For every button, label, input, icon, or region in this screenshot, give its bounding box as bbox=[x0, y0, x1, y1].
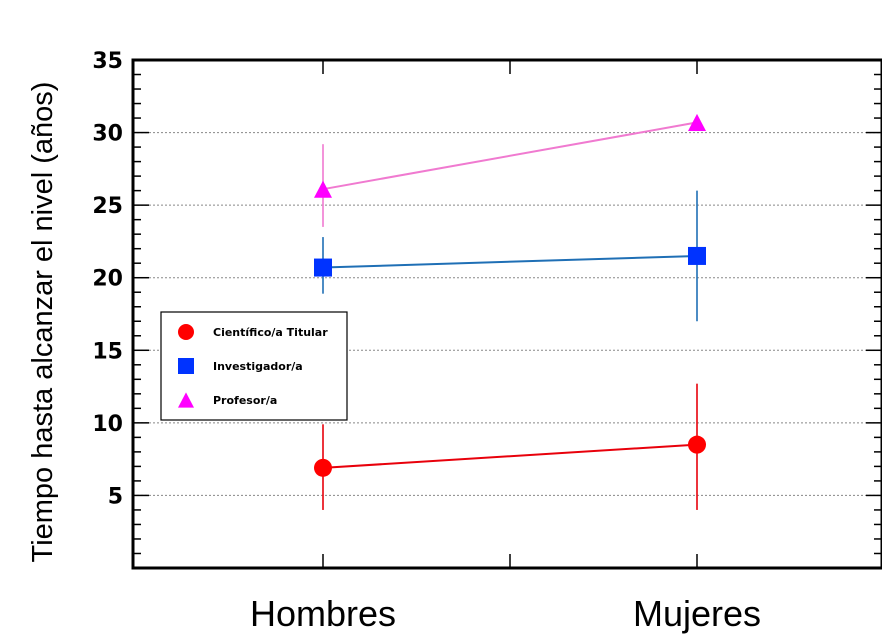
y-tick-label: 30 bbox=[92, 122, 123, 147]
legend-marker bbox=[178, 324, 194, 340]
legend-marker bbox=[178, 358, 194, 374]
grid-lines bbox=[133, 132, 882, 496]
series-1 bbox=[314, 383, 706, 510]
series-line bbox=[322, 121, 698, 191]
series-line bbox=[322, 254, 698, 269]
data-point bbox=[688, 435, 706, 454]
series-3 bbox=[314, 113, 706, 227]
y-tick-label: 25 bbox=[92, 194, 123, 219]
y-tick-label: 5 bbox=[108, 484, 123, 509]
data-point bbox=[688, 246, 706, 265]
legend-marker bbox=[178, 392, 194, 408]
x-tick-label: Hombres bbox=[250, 593, 396, 634]
series-line bbox=[322, 443, 698, 469]
x-tick-labels: Hombres Mujeres bbox=[250, 593, 761, 634]
data-point bbox=[314, 458, 332, 477]
y-tick-label: 15 bbox=[92, 339, 123, 364]
y-tick-labels: 5 10 15 20 25 30 35 bbox=[92, 49, 123, 509]
y-tick-label: 10 bbox=[92, 412, 123, 437]
series-2 bbox=[314, 190, 706, 322]
data-point bbox=[314, 180, 332, 198]
legend: Científico/a Titular Investigador/a Profes… bbox=[160, 311, 348, 421]
x-tick-label: Mujeres bbox=[633, 593, 761, 634]
legend-label: Científico/a Titular bbox=[213, 326, 328, 339]
legend-label: Investigador/a bbox=[213, 360, 303, 373]
plot-frame bbox=[131, 58, 882, 570]
y-tick-label: 35 bbox=[92, 49, 123, 74]
data-point bbox=[688, 113, 706, 131]
y-tick-label: 20 bbox=[92, 267, 123, 292]
legend-label: Profesor/a bbox=[213, 394, 277, 407]
series-group bbox=[314, 113, 706, 510]
data-point bbox=[314, 258, 332, 277]
y-axis-label: Tiempo hasta alcanzar el nivel (años) bbox=[27, 82, 59, 563]
